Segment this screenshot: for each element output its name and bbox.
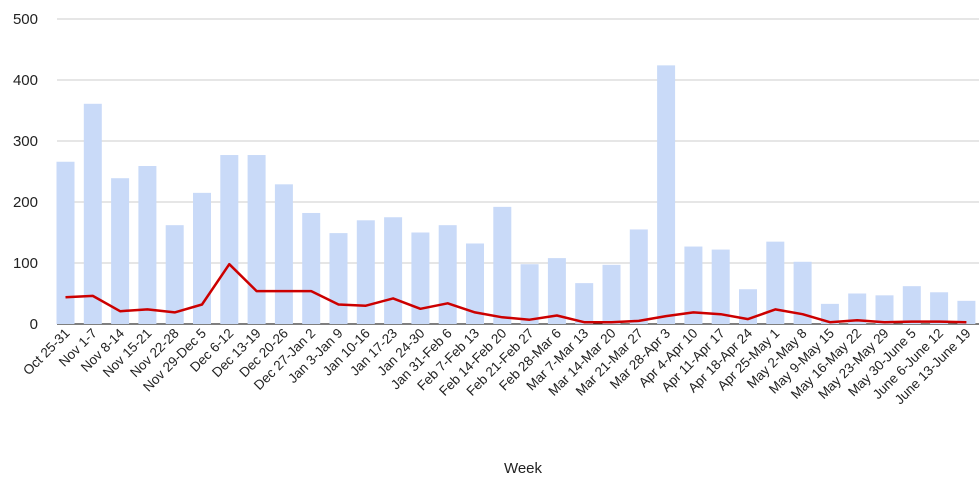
bar bbox=[629, 229, 648, 324]
bar bbox=[220, 155, 239, 324]
bar bbox=[657, 65, 676, 325]
bar bbox=[766, 241, 785, 324]
bar bbox=[438, 225, 457, 324]
bar bbox=[411, 232, 430, 324]
bar-series bbox=[56, 65, 976, 325]
bar bbox=[520, 264, 539, 324]
bar bbox=[247, 155, 266, 324]
y-axis-tick-labels: 0 100 200 300 400 500 bbox=[13, 11, 38, 333]
bar bbox=[602, 264, 621, 324]
bar bbox=[848, 293, 867, 324]
bar bbox=[274, 184, 293, 324]
bar bbox=[547, 258, 566, 324]
bar bbox=[111, 178, 130, 324]
line-series bbox=[65, 262, 967, 324]
bar bbox=[193, 192, 211, 324]
bar bbox=[138, 166, 157, 324]
bar bbox=[329, 233, 348, 324]
y-tick-label: 400 bbox=[13, 72, 38, 89]
bar bbox=[820, 303, 839, 324]
y-tick-label: 300 bbox=[13, 133, 38, 150]
bar bbox=[302, 212, 321, 324]
bar bbox=[493, 206, 512, 324]
bar bbox=[902, 286, 921, 324]
y-tick-label: 0 bbox=[30, 316, 38, 333]
bar bbox=[56, 161, 75, 324]
bar bbox=[875, 295, 894, 324]
bar bbox=[930, 292, 949, 324]
y-tick-label: 500 bbox=[13, 11, 38, 28]
bar bbox=[739, 289, 757, 324]
bar bbox=[957, 300, 976, 324]
x-axis-label: Week bbox=[504, 460, 543, 477]
series-line bbox=[65, 262, 967, 324]
bar bbox=[466, 243, 484, 324]
bar bbox=[384, 217, 403, 324]
bar bbox=[711, 249, 730, 324]
y-tick-label: 100 bbox=[13, 255, 38, 272]
y-tick-label: 200 bbox=[13, 194, 38, 211]
bar bbox=[356, 220, 375, 324]
bar bbox=[793, 261, 812, 324]
bar bbox=[83, 103, 102, 324]
bar bbox=[165, 225, 184, 324]
bar bbox=[684, 246, 703, 324]
bar bbox=[575, 283, 594, 324]
